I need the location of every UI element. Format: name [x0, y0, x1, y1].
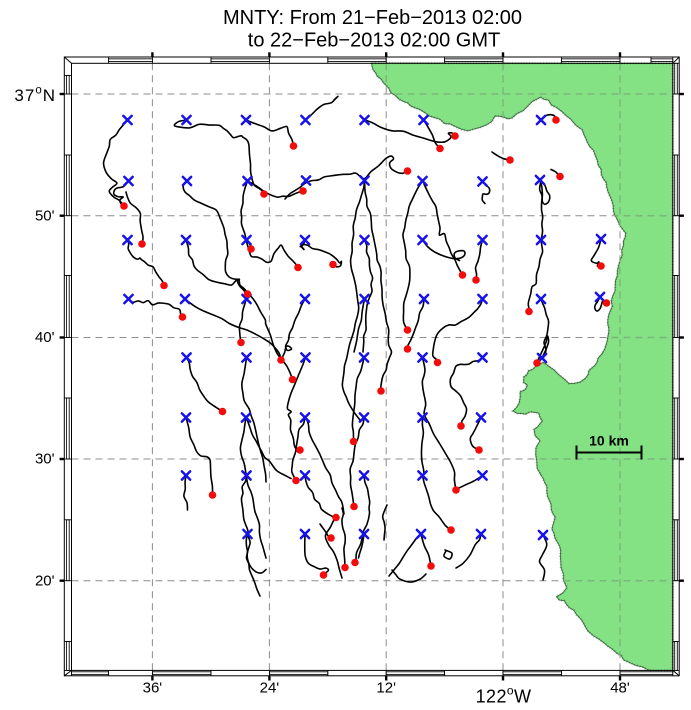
- svg-text:48': 48': [610, 680, 630, 697]
- svg-text:24': 24': [260, 680, 280, 697]
- svg-text:30': 30': [35, 451, 55, 468]
- svg-text:20': 20': [35, 572, 55, 589]
- svg-text:50': 50': [35, 207, 55, 224]
- svg-text:MNTY: From 21−Feb−2013 02:00: MNTY: From 21−Feb−2013 02:00: [223, 7, 522, 29]
- svg-text:12': 12': [376, 680, 396, 697]
- svg-text:to 22−Feb−2013 02:00 GMT: to 22−Feb−2013 02:00 GMT: [248, 30, 500, 52]
- svg-text:10 km: 10 km: [589, 433, 629, 449]
- svg-text:40': 40': [35, 329, 55, 346]
- svg-text:122oW: 122oW: [476, 684, 532, 707]
- svg-text:36': 36': [143, 680, 163, 697]
- svg-text:37oN: 37oN: [14, 85, 56, 105]
